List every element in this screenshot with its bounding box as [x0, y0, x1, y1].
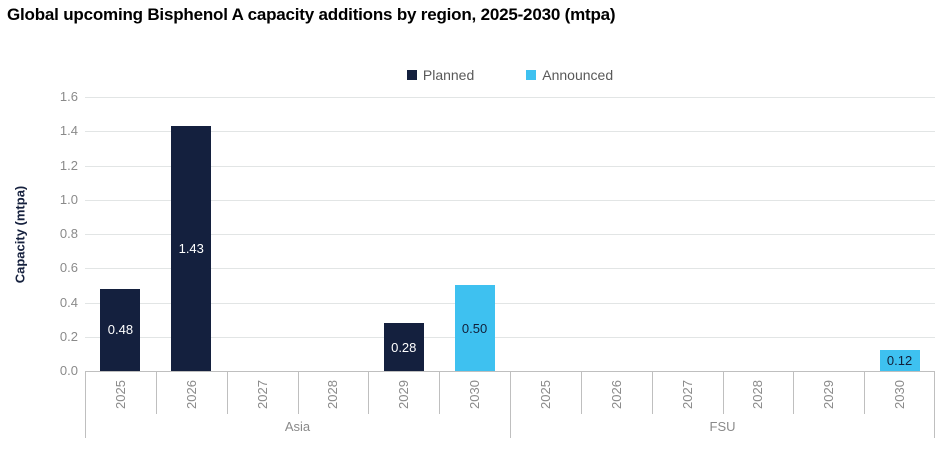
region-separator: [85, 372, 86, 438]
bar-value-label: 1.43: [178, 241, 204, 257]
year-tick: [651, 372, 653, 414]
x-tick-label-text: 2025: [112, 379, 128, 409]
x-tick-label-asia-2027: 2027: [227, 374, 298, 414]
y-axis-title-text: Capacity (mtpa): [12, 185, 28, 283]
x-tick-label-text: 2027: [254, 379, 270, 409]
legend-item-announced: Announced: [526, 67, 613, 83]
x-tick-label-text: 2030: [892, 379, 908, 409]
y-tick-label: 1.2: [59, 157, 78, 173]
x-tick-label-asia-2029: 2029: [368, 374, 439, 414]
year-tick: [580, 372, 582, 414]
bar-fsu-2030-announced: 0.12: [879, 350, 920, 371]
x-tick-label-text: 2025: [537, 379, 553, 409]
y-tick-label: 1.0: [59, 191, 78, 207]
y-tick-label: 1.4: [59, 123, 78, 139]
x-tick-label-text: 2026: [183, 379, 199, 409]
legend-item-planned: Planned: [406, 67, 475, 83]
gridline: [85, 302, 935, 304]
region-separator: [510, 372, 511, 438]
gridline: [85, 234, 935, 235]
legend-swatch-icon-planned: [406, 70, 417, 80]
year-tick: [155, 372, 157, 414]
year-tick: [722, 372, 724, 414]
y-axis-ticks: 0.0 0.2 0.4 0.6 0.8 1.0 1.2 1.4 1.6: [34, 89, 78, 378]
y-axis-title: Capacity (mtpa): [2, 97, 38, 371]
year-tick: [368, 372, 370, 414]
y-tick-label: 0.2: [59, 328, 78, 344]
bar-asia-2030-announced: 0.50: [454, 285, 495, 371]
region-label-asia: Asia: [284, 419, 311, 434]
gridline: [85, 336, 935, 338]
gridline: [85, 199, 935, 201]
x-tick-label-asia-2030: 2030: [439, 374, 510, 414]
y-tick-label: 0.6: [59, 260, 78, 276]
plot-area: 0.48 1.43 0.28 0.50 0.12: [85, 97, 935, 371]
bar-asia-2029-planned: 0.28: [383, 323, 424, 371]
gridline: [85, 131, 935, 133]
x-axis-line: [85, 371, 935, 372]
year-tick: [297, 372, 299, 414]
x-tick-label-text: 2026: [608, 379, 624, 409]
x-axis: 2025 2026 2027 2028 2029 2030 Asia 2025 2026 2027…: [85, 371, 935, 441]
x-tick-label-text: 2027: [679, 379, 695, 409]
year-tick: [793, 372, 795, 414]
bar-value-label: 0.50: [461, 320, 488, 336]
x-tick-label-fsu-2025: 2025: [510, 374, 581, 414]
y-tick-label: 1.6: [59, 89, 78, 104]
bar-asia-2026-planned: 1.43: [171, 126, 212, 371]
x-tick-label-text: 2029: [821, 379, 837, 409]
legend-swatch-icon-announced: [526, 70, 537, 80]
y-tick-label: 0.0: [59, 363, 78, 378]
chart-title: Global upcoming Bisphenol A capacity add…: [7, 5, 616, 24]
gridline: [85, 97, 935, 98]
x-tick-label-fsu-2026: 2026: [581, 374, 652, 414]
bar-value-label: 0.28: [391, 339, 417, 355]
x-tick-label-text: 2028: [750, 379, 766, 409]
x-tick-label-fsu-2029: 2029: [793, 374, 864, 414]
region-label-fsu: FSU: [709, 419, 736, 434]
y-tick-label: 0.8: [59, 226, 78, 241]
x-tick-label-fsu-2028: 2028: [723, 374, 794, 414]
bar-asia-2025-planned: 0.48: [100, 288, 141, 371]
x-tick-label-text: 2030: [467, 379, 483, 409]
legend-label: Planned: [422, 67, 475, 83]
year-tick: [226, 372, 228, 414]
y-tick-label: 0.4: [59, 294, 78, 310]
bar-value-label: 0.48: [107, 322, 134, 338]
legend: Planned Announced: [85, 65, 935, 85]
x-tick-label-asia-2026: 2026: [156, 374, 227, 414]
year-tick: [439, 372, 441, 414]
x-tick-label-fsu-2027: 2027: [652, 374, 723, 414]
x-tick-label-text: 2029: [396, 379, 412, 409]
gridline: [85, 268, 935, 270]
x-tick-label-asia-2025: 2025: [85, 374, 156, 414]
gridline: [85, 165, 935, 167]
year-tick: [864, 372, 866, 414]
x-tick-label-asia-2028: 2028: [298, 374, 369, 414]
x-tick-label-text: 2028: [325, 379, 341, 409]
bar-value-label: 0.12: [886, 353, 913, 369]
region-separator: [934, 372, 935, 438]
x-tick-label-fsu-2030: 2030: [864, 374, 935, 414]
legend-label: Announced: [542, 67, 614, 83]
